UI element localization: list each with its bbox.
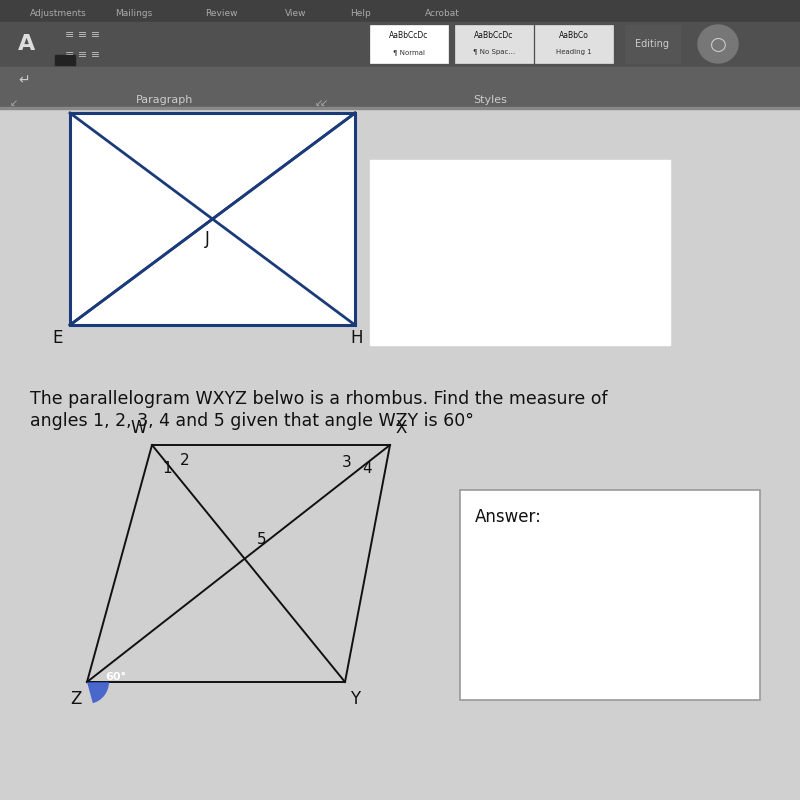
Bar xyxy=(70,113,355,325)
Text: ≡ ≡ ≡: ≡ ≡ ≡ xyxy=(65,30,100,40)
Text: Help: Help xyxy=(350,9,370,18)
Text: ↙: ↙ xyxy=(315,98,323,108)
Bar xyxy=(370,25,448,63)
Bar xyxy=(370,160,670,345)
Text: 60°: 60° xyxy=(105,672,126,682)
Bar xyxy=(0,107,800,109)
Text: The parallelogram WXYZ belwo is a rhombus. Find the measure of: The parallelogram WXYZ belwo is a rhombu… xyxy=(30,390,608,408)
Text: Acrobat: Acrobat xyxy=(425,9,460,18)
Text: ↵: ↵ xyxy=(18,73,30,87)
Wedge shape xyxy=(87,682,109,703)
Text: Adjustments: Adjustments xyxy=(30,9,86,18)
Text: 2: 2 xyxy=(180,453,190,468)
Text: 1: 1 xyxy=(162,461,172,476)
Text: AaBbCcDc: AaBbCcDc xyxy=(474,30,514,39)
Text: X: X xyxy=(395,419,406,437)
Text: Editing: Editing xyxy=(635,39,669,49)
Bar xyxy=(460,490,760,700)
Text: Styles: Styles xyxy=(473,95,507,105)
Text: ≡ ≡ ≡: ≡ ≡ ≡ xyxy=(65,50,100,60)
Text: Y: Y xyxy=(350,690,360,708)
Text: ↙: ↙ xyxy=(320,98,328,108)
Bar xyxy=(0,0,800,22)
Text: 5: 5 xyxy=(257,531,266,546)
Text: ¶ Normal: ¶ Normal xyxy=(393,49,425,55)
Text: Z: Z xyxy=(70,690,82,708)
Bar xyxy=(535,25,613,63)
Text: Answer:: Answer: xyxy=(475,508,542,526)
Text: Paragraph: Paragraph xyxy=(136,95,194,105)
Text: ○: ○ xyxy=(710,34,726,54)
Bar xyxy=(0,67,800,107)
Text: 3: 3 xyxy=(342,455,352,470)
Text: 4: 4 xyxy=(362,461,372,476)
Text: W: W xyxy=(130,419,147,437)
Bar xyxy=(625,25,680,63)
Text: ↙: ↙ xyxy=(10,98,18,108)
Text: View: View xyxy=(285,9,306,18)
Text: AaBbCo: AaBbCo xyxy=(559,30,589,39)
Text: H: H xyxy=(350,329,362,347)
Text: ¶ No Spac...: ¶ No Spac... xyxy=(473,49,515,55)
Text: Mailings: Mailings xyxy=(115,9,152,18)
Text: J: J xyxy=(205,230,210,248)
Text: A: A xyxy=(18,34,35,54)
Bar xyxy=(0,22,800,67)
Text: angles 1, 2, 3, 4 and 5 given that angle WZY is 60°: angles 1, 2, 3, 4 and 5 given that angle… xyxy=(30,412,474,430)
Text: Heading 1: Heading 1 xyxy=(556,49,592,55)
Bar xyxy=(55,55,75,65)
Text: Review: Review xyxy=(205,9,238,18)
Text: AaBbCcDc: AaBbCcDc xyxy=(390,30,429,39)
Text: E: E xyxy=(52,329,62,347)
Bar xyxy=(455,25,533,63)
Ellipse shape xyxy=(698,25,738,63)
